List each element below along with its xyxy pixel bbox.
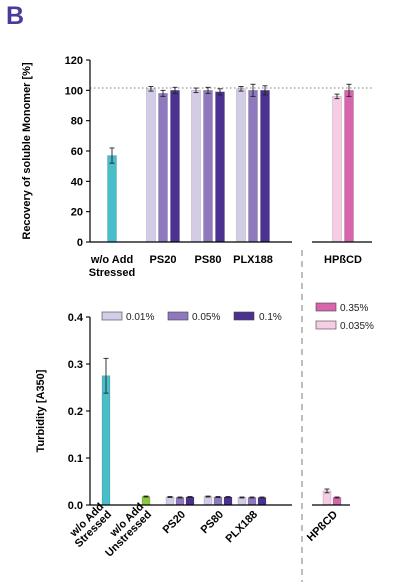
legend-swatch-0-01: [101, 311, 123, 321]
bar-ps80-0-01: [203, 496, 213, 506]
legend-swatch-hpbcd-0-35: [315, 302, 337, 312]
legend-label-hpbcd-0-35: 0.35%: [340, 303, 368, 314]
y-tick-label: 0.0: [68, 500, 83, 512]
turbidity-y-axis-title: Turbidity [A350]: [35, 369, 47, 452]
legend-label-hpbcd-0-035: 0.035%: [340, 321, 374, 332]
x-category-label-plx188: PLX188: [224, 509, 261, 546]
x-category-label-ps20: PS20: [161, 509, 189, 537]
legend-label-0-01: 0.01%: [126, 312, 154, 323]
legend-swatch-hpbcd-0-035: [315, 320, 337, 330]
legend-label-0-05: 0.05%: [192, 312, 220, 323]
recovery-y-axis-title: Recovery of soluble Monomer [%]: [21, 62, 33, 240]
legend-label-0-1: 0.1%: [259, 312, 282, 323]
bar-hp-cd-0-035: [332, 96, 342, 243]
bar-ps80-0-1: [223, 496, 233, 506]
y-tick-label: 20: [71, 207, 83, 219]
x-category-label-ps80: PS80: [199, 509, 227, 537]
bar-plx188-0-1: [257, 497, 267, 506]
bar-ps80-0-05: [213, 496, 223, 506]
bar-hp-cd-0-35: [332, 497, 342, 506]
bar-plx188-0-01: [236, 88, 246, 243]
y-tick-label: 0.3: [68, 359, 83, 371]
bar-plx188-0-1: [260, 90, 270, 243]
legend-swatch-0-1: [233, 311, 255, 321]
y-tick-label: 0.4: [68, 312, 84, 324]
hpbcd-legend: 0.35% 0.035%: [315, 302, 374, 332]
bar-plx188-0-01: [237, 497, 247, 506]
y-tick-label: 120: [65, 55, 83, 67]
y-tick-label: 0.2: [68, 406, 83, 418]
bar-ps20-0-05: [175, 497, 185, 506]
y-tick-label: 0: [77, 237, 83, 249]
bar-ps20-0-1: [185, 496, 195, 506]
recovery-category-labels: w/o Add Stressed PS20 PS80 PLX188 HPßCD: [89, 254, 362, 279]
bar-plx188-0-05: [248, 90, 258, 243]
turbidity-bars: [101, 357, 342, 506]
x-category-label-hp-cd: HPßCD: [305, 509, 340, 544]
bar-ps20-0-1: [170, 90, 180, 243]
legend-swatch-0-05: [167, 311, 189, 321]
y-tick-label: 0.1: [68, 453, 83, 465]
bar-ps20-0-05: [158, 93, 168, 243]
y-tick-label: 40: [71, 176, 83, 188]
y-tick-label: 80: [71, 116, 83, 128]
bar-ps20-0-01: [146, 88, 156, 243]
panel-label: B: [6, 2, 25, 30]
recovery-bars: [107, 83, 354, 243]
y-tick-label: 60: [71, 146, 83, 158]
turbidity-chart: 0.00.10.20.30.4 Turbidity [A350] w/o Add…: [35, 302, 374, 560]
recovery-chart: 0 20 40 60 80 100 120 Recovery of soluble Mono…: [21, 55, 372, 279]
bar-ps80-0-1: [215, 91, 225, 243]
bar-w-o-add-stressed-stressed: [107, 155, 117, 243]
bar-w-o-add-unstressed-unstressed: [141, 496, 151, 506]
x-category-label-ps80: PS80: [195, 254, 222, 266]
bar-hp-cd-0-35: [344, 90, 354, 243]
bar-ps80-0-05: [203, 90, 213, 243]
recovery-y-ticks: 0 20 40 60 80 100 120: [65, 55, 90, 249]
turbidity-y-ticks: 0.0 0.1 0.2 0.3 0.4: [68, 312, 90, 512]
bar-ps80-0-01: [191, 90, 201, 243]
bar-ps20-0-01: [165, 496, 175, 506]
bar-w-o-add-stressed-stressed: [101, 375, 111, 506]
concentration-legend: 0.01% 0.05% 0.1%: [101, 311, 282, 323]
bar-plx188-0-05: [247, 497, 257, 506]
y-tick-label: 100: [65, 85, 83, 97]
x-category-label-plx188: PLX188: [233, 254, 273, 266]
x-category-label-ps20: PS20: [150, 254, 177, 266]
x-category-label-hp-cd: HPßCD: [324, 254, 362, 266]
